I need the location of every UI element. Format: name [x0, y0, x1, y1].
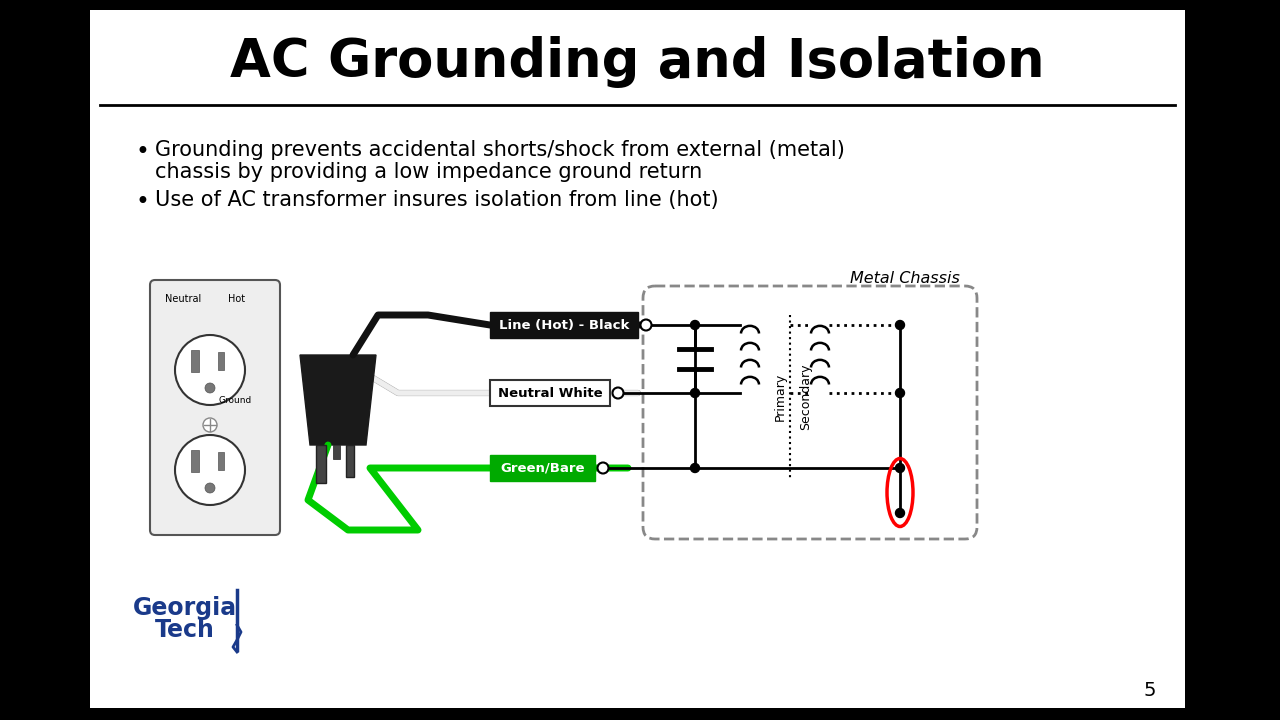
- Text: Secondary: Secondary: [800, 364, 813, 430]
- Circle shape: [640, 320, 652, 330]
- Text: 5: 5: [1144, 680, 1156, 700]
- Bar: [191, 450, 198, 472]
- Circle shape: [204, 418, 218, 432]
- Text: Neutral White: Neutral White: [498, 387, 603, 400]
- Circle shape: [205, 483, 215, 493]
- Bar: [333, 445, 340, 459]
- Text: Primary: Primary: [773, 372, 786, 420]
- Text: Neutral: Neutral: [165, 294, 201, 304]
- Text: Line (Hot) - Black: Line (Hot) - Black: [499, 318, 630, 331]
- Bar: [490, 312, 637, 338]
- Bar: [90, 10, 1185, 708]
- Circle shape: [205, 383, 215, 393]
- Polygon shape: [300, 355, 376, 445]
- Circle shape: [690, 389, 699, 397]
- Circle shape: [690, 464, 699, 472]
- Text: chassis by providing a low impedance ground return: chassis by providing a low impedance gro…: [155, 162, 703, 182]
- Circle shape: [896, 389, 905, 397]
- Circle shape: [613, 387, 623, 398]
- Text: AC Grounding and Isolation: AC Grounding and Isolation: [229, 36, 1044, 88]
- Text: Metal Chassis: Metal Chassis: [850, 271, 960, 286]
- Text: Tech: Tech: [155, 618, 215, 642]
- Bar: [218, 352, 224, 370]
- Bar: [218, 452, 224, 470]
- Text: Green/Bare: Green/Bare: [500, 462, 585, 474]
- Circle shape: [598, 462, 608, 474]
- Text: Ground: Ground: [218, 395, 251, 405]
- Text: Use of AC transformer insures isolation from line (hot): Use of AC transformer insures isolation …: [155, 190, 718, 210]
- Text: Georgia: Georgia: [133, 596, 237, 620]
- Bar: [316, 445, 326, 483]
- Bar: [490, 455, 595, 481]
- Bar: [346, 445, 355, 477]
- Circle shape: [896, 508, 905, 518]
- Text: •: •: [134, 140, 148, 164]
- Text: Hot: Hot: [228, 294, 246, 304]
- FancyBboxPatch shape: [150, 280, 280, 535]
- Bar: [490, 380, 611, 406]
- Text: Grounding prevents accidental shorts/shock from external (metal): Grounding prevents accidental shorts/sho…: [155, 140, 845, 160]
- Circle shape: [175, 435, 244, 505]
- Text: •: •: [134, 190, 148, 214]
- Circle shape: [690, 320, 699, 330]
- Circle shape: [896, 320, 905, 330]
- Circle shape: [896, 464, 905, 472]
- Circle shape: [175, 335, 244, 405]
- Bar: [191, 350, 198, 372]
